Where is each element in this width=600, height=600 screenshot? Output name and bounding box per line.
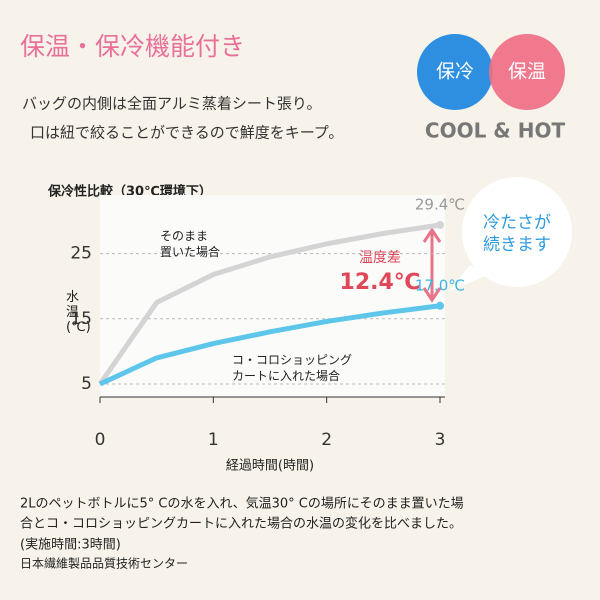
badge-bg [489,34,565,110]
line [97,222,441,386]
y-tick-label: 15 [70,309,92,329]
difference-arrow [422,227,442,303]
footnote: (実施時間:3時間) [20,537,121,553]
x-tick-label: 3 [435,430,446,450]
point [436,220,444,229]
callout: 冷たさが 続きます [483,213,551,255]
callout-bubble [462,177,572,287]
badge-bg [417,34,493,110]
annotation: 温度差 [359,250,401,266]
description: 口は紐で絞ることができるので鮮度をキープ。 [30,124,343,142]
callout-tail [448,265,488,292]
description: バッグの内側は全面アルミ蒸着シート張り。 [22,95,322,113]
x-tick-label: 2 [321,430,332,450]
footnote: 合とコ・コロショッピングカートに入れた場合の水温の変化を比べました。 [20,516,462,532]
plot-area [100,195,445,397]
x-tick-label: 0 [95,430,106,450]
y-axis-label: 水温(℃) [66,290,91,335]
footnote: 2Lのペットボトルに5° Cの水を入れ、気温30° Cの場所にそのまま置いた場 [20,496,464,512]
y-tick-label: 25 [70,244,92,264]
line [98,303,441,387]
badge-caption: COOL & HOT [425,119,566,143]
x-tick-label: 1 [208,430,219,450]
page-title: 保温・保冷機能付き [20,32,245,61]
annotation: 12.4℃ [340,270,421,295]
footnote: 日本繊維製品品質技術センター [20,556,188,571]
y-tick-label: 5 [81,374,92,394]
badge: 保温 [508,61,546,83]
series-label: そのまま 置いた場合 [160,229,221,259]
point [436,301,444,310]
value-label: 29.4℃ [415,195,465,213]
value-label: 17.0℃ [415,276,465,294]
series-label: コ・コロショッピング カートに入れた場合 [232,353,353,383]
badge: 保冷 [436,61,474,83]
x-axis-label: 経過時間(時間) [226,459,314,474]
